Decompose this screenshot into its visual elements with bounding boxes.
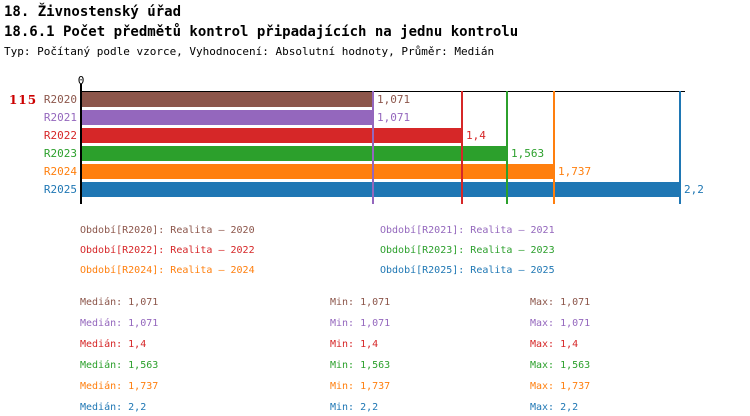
value-marker-line-r2024 <box>553 91 555 204</box>
median-cell: Medián: 1,071 <box>80 318 159 329</box>
median-cell: Medián: 1,563 <box>80 360 159 371</box>
median-cell: Medián: 1,737 <box>80 381 159 392</box>
legend: Období[R2020]: Realita – 2020 Období[R202… <box>80 221 555 281</box>
min-cell: Min: 1,071 <box>330 297 391 308</box>
min-cell: Min: 1,737 <box>330 381 391 392</box>
y-axis-line <box>80 84 82 204</box>
x-axis-origin-label: 0 <box>77 74 85 87</box>
min-cell: Min: 1,563 <box>330 360 391 371</box>
median-cell: Medián: 2,2 <box>80 402 147 413</box>
max-cell: Max: 1,071 <box>530 297 591 308</box>
chart-title: 18.6.1 Počet předmětů kontrol připadajíc… <box>4 24 519 40</box>
bar-value-label-r2022: 1,4 <box>466 129 486 142</box>
max-cell: Max: 1,071 <box>530 318 591 329</box>
bar-value-label-r2024: 1,737 <box>558 165 592 178</box>
bar-category-label-r2024: R2024 <box>43 165 77 178</box>
x-axis-top-line <box>81 91 685 92</box>
bar-category-label-r2021: R2021 <box>43 111 77 124</box>
legend-item: Období[R2024]: Realita – 2024 <box>80 265 255 276</box>
bar-value-label-r2023: 1,563 <box>511 147 545 160</box>
value-marker-line-r2025 <box>679 91 681 204</box>
value-marker-line-r2022 <box>461 91 463 204</box>
value-marker-line-r2023 <box>506 91 508 204</box>
median-cell: Medián: 1,4 <box>80 339 147 350</box>
max-cell: Max: 2,2 <box>530 402 579 413</box>
value-marker-line-r2021 <box>372 91 374 204</box>
bar-r2024[interactable] <box>82 164 554 179</box>
bar-r2020[interactable] <box>82 92 373 107</box>
page-title: 18. Živnostenský úřad <box>4 4 182 20</box>
min-cell: Min: 1,4 <box>330 339 379 350</box>
bar-r2021[interactable] <box>82 110 373 125</box>
median-cell: Medián: 1,071 <box>80 297 159 308</box>
legend-item: Období[R2025]: Realita – 2025 <box>380 265 555 276</box>
bar-category-label-r2023: R2023 <box>43 147 77 160</box>
bar-r2025[interactable] <box>82 182 680 197</box>
bar-value-label-r2025: 2,2 <box>684 183 704 196</box>
bar-category-label-r2022: R2022 <box>43 129 77 142</box>
min-cell: Min: 2,2 <box>330 402 379 413</box>
min-cell: Min: 1,071 <box>330 318 391 329</box>
chart-meta-info: Typ: Počítaný podle vzorce, Vyhodnocení:… <box>4 45 495 58</box>
bar-r2022[interactable] <box>82 128 462 143</box>
bar-category-label-r2020: R2020 <box>43 93 77 106</box>
bar-r2023[interactable] <box>82 146 507 161</box>
bar-category-label-r2025: R2025 <box>43 183 77 196</box>
bar-value-label-r2020: 1,071 <box>377 93 411 106</box>
bar-value-label-r2021: 1,071 <box>377 111 411 124</box>
stats: Medián: 1,071 Min: 1,071 Max: 1,071 Medián:… <box>80 292 590 416</box>
legend-item: Období[R2022]: Realita – 2022 <box>80 245 255 256</box>
max-cell: Max: 1,4 <box>530 339 579 350</box>
row-indicator: 115 <box>9 93 38 107</box>
legend-item: Období[R2020]: Realita – 2020 <box>80 225 255 236</box>
max-cell: Max: 1,737 <box>530 381 591 392</box>
legend-item: Období[R2021]: Realita – 2021 <box>380 225 555 236</box>
max-cell: Max: 1,563 <box>530 360 591 371</box>
legend-item: Období[R2023]: Realita – 2023 <box>380 245 555 256</box>
